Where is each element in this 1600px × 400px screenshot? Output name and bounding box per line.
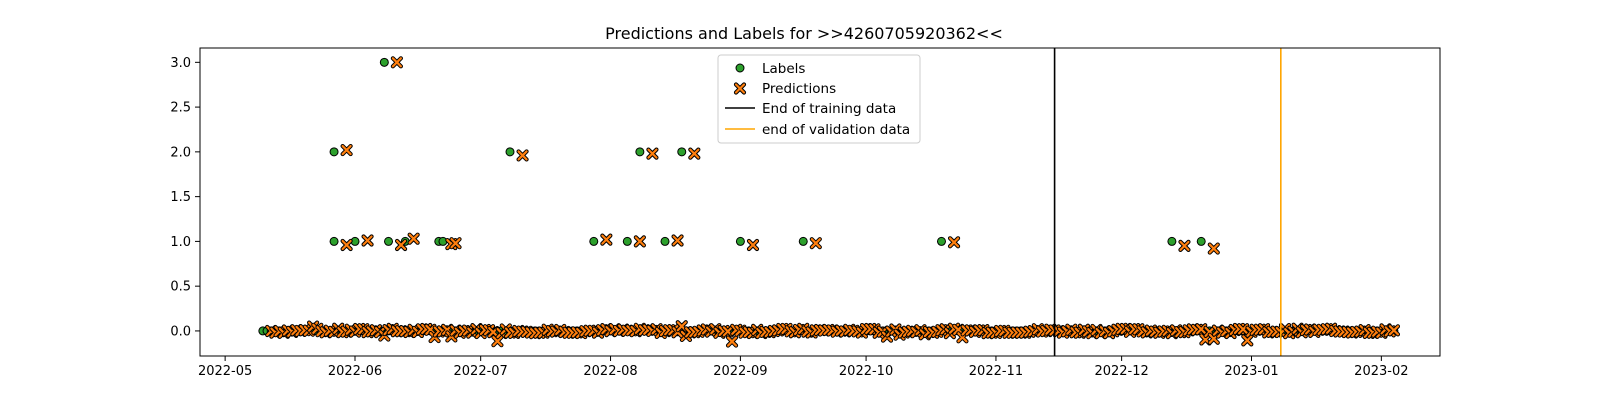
label-point (589, 236, 599, 246)
x-tick-label: 2022-09 (713, 364, 767, 379)
prediction-point (725, 335, 739, 348)
prediction-point-fill (810, 238, 821, 249)
y-tick-label: 2.5 (170, 101, 191, 116)
prediction-point-fill (408, 233, 419, 244)
label-point (384, 236, 394, 246)
label-point (660, 236, 670, 246)
prediction-point-fill (672, 235, 683, 246)
label-point (635, 147, 645, 157)
prediction-point-fill (1179, 240, 1190, 251)
x-axis: 2022-05 2022-06 2022-07 2022-08 2022-09 2022-… (198, 356, 1409, 379)
prediction-point (491, 335, 504, 348)
prediction-point-fill (948, 237, 960, 248)
prediction-point-fill (492, 336, 503, 347)
x-tick-label: 2022-10 (839, 364, 893, 379)
prediction-point (721, 325, 734, 338)
prediction-point-fill (689, 148, 700, 159)
label-point (329, 147, 339, 157)
label-point (735, 236, 745, 246)
legend: Labels Predictions End of training data … (717, 54, 921, 144)
prediction-point (407, 232, 420, 245)
legend-validation-text: end of validation data (762, 122, 910, 138)
prediction-point (1195, 323, 1208, 336)
prediction-point-fill (601, 234, 612, 245)
y-tick-label: 1.0 (170, 235, 191, 250)
prediction-point (390, 56, 403, 69)
x-tick-label: 2022-07 (454, 364, 508, 379)
label-point (379, 57, 389, 67)
prediction-point (646, 147, 659, 160)
prediction-point (394, 238, 408, 252)
x-tick-label: 2022-08 (583, 364, 637, 379)
label-point (677, 147, 687, 157)
legend-predictions-marker (734, 83, 746, 94)
prediction-point (600, 233, 613, 246)
y-tick-label: 3.0 (170, 56, 191, 71)
prediction-point-fill (391, 57, 402, 68)
legend-labels-text: Labels (762, 61, 805, 77)
x-tick-label: 2022-11 (969, 364, 1023, 379)
prediction-point (1387, 324, 1401, 337)
prediction-point (947, 236, 961, 249)
label-point (505, 147, 515, 157)
prediction-point-fill (1388, 325, 1400, 336)
prediction-point (516, 149, 529, 162)
legend-box (717, 54, 921, 144)
prediction-point (1207, 242, 1220, 255)
prediction-point (340, 238, 353, 252)
label-point (622, 236, 632, 246)
chart-title: Predictions and Labels for >>42607059203… (605, 24, 1003, 43)
prediction-point (340, 143, 353, 157)
prediction-point (361, 234, 374, 247)
prediction-point-fill (1196, 324, 1207, 335)
label-point (329, 236, 339, 246)
label-point (798, 236, 808, 246)
prediction-point (671, 234, 684, 247)
prediction-point (1241, 334, 1254, 347)
prediction-point-fill (647, 148, 658, 159)
x-tick-label: 2023-02 (1354, 364, 1408, 379)
prediction-point-fill (634, 236, 645, 247)
label-point (1167, 236, 1177, 246)
legend-training-text: End of training data (762, 101, 896, 117)
prediction-point (449, 237, 462, 250)
prediction-point (633, 235, 646, 248)
prediction-point (1178, 239, 1191, 252)
plot-area (258, 48, 1401, 356)
prediction-point-fill (726, 336, 738, 347)
prediction-point (688, 147, 701, 160)
prediction-point-fill (1242, 335, 1253, 346)
prediction-point-fill (362, 235, 373, 246)
y-tick-label: 1.5 (170, 190, 191, 205)
prediction-point-fill (395, 239, 407, 251)
axes-frame (199, 47, 1441, 357)
x-tick-label: 2023-01 (1224, 364, 1278, 379)
prediction-point-fill (517, 150, 528, 161)
legend-labels-marker (735, 63, 745, 73)
prediction-point-fill (747, 239, 759, 251)
y-tick-label: 0.0 (170, 324, 191, 339)
x-tick-label: 2022-06 (328, 364, 382, 379)
prediction-point-fill (341, 144, 352, 156)
legend-predictions-text: Predictions (762, 81, 836, 97)
y-axis: 0.0 0.5 1.0 1.5 2.0 2.5 3.0 (170, 56, 200, 339)
label-point (1196, 236, 1206, 246)
prediction-point-fill (450, 238, 461, 249)
prediction-point-fill (1208, 243, 1219, 254)
label-point (936, 236, 946, 246)
prediction-point-fill (341, 239, 352, 251)
y-tick-label: 0.5 (170, 280, 191, 295)
y-tick-label: 2.0 (170, 145, 191, 160)
x-tick-label: 2022-05 (198, 364, 252, 379)
prediction-point (746, 238, 760, 252)
x-tick-label: 2022-12 (1094, 364, 1148, 379)
prediction-point (809, 237, 822, 250)
